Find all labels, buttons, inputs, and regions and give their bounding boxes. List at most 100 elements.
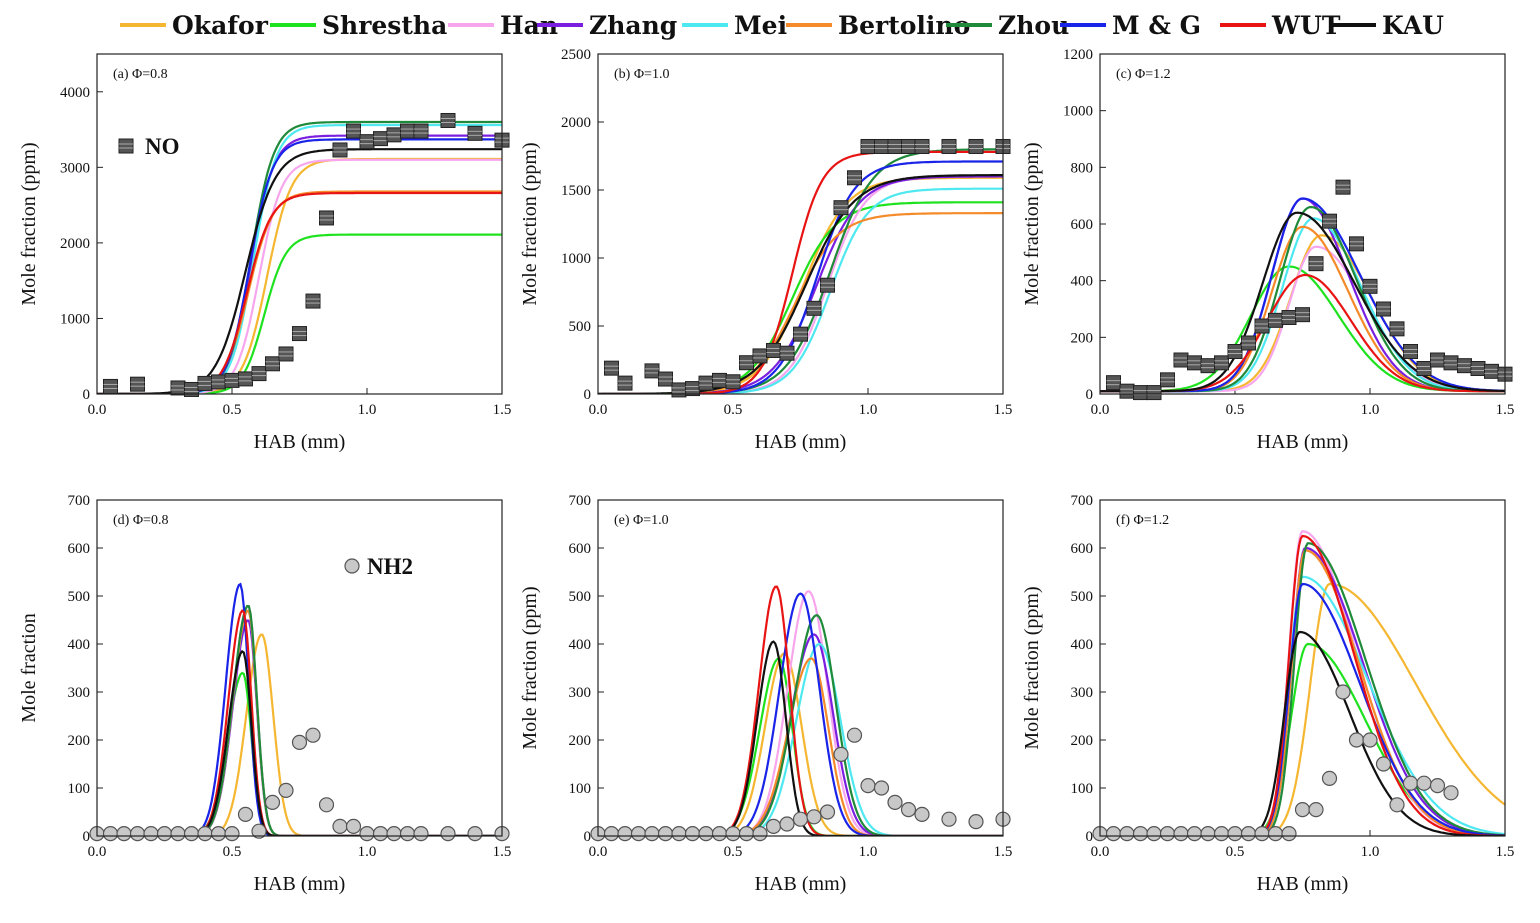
model-curve bbox=[598, 585, 1003, 836]
data-point bbox=[305, 293, 321, 309]
data-point bbox=[1362, 732, 1378, 748]
chart-panel: 0.0 0.5 1.0 1.5 0 200 400 600 800 1000 1200 HAB (mm… bbox=[1021, 47, 1514, 453]
x-axis-label: HAB (mm) bbox=[254, 431, 346, 453]
data-point bbox=[1295, 307, 1310, 323]
data-point bbox=[1146, 825, 1162, 842]
data-point bbox=[900, 801, 917, 818]
y-tick-label: 1200 bbox=[1063, 47, 1093, 63]
x-tick-label: 0.0 bbox=[1091, 844, 1110, 860]
data-point bbox=[1322, 213, 1337, 229]
data-point bbox=[318, 797, 335, 813]
y-tick-label: 2000 bbox=[60, 236, 90, 252]
data-point bbox=[1254, 318, 1270, 334]
y-axis-label: Mole fraction (ppm) bbox=[1021, 586, 1043, 749]
data-point bbox=[752, 348, 768, 364]
data-point bbox=[1308, 801, 1324, 818]
data-point bbox=[359, 134, 375, 150]
y-tick-label: 200 bbox=[68, 733, 91, 749]
y-tick-label: 0 bbox=[83, 829, 91, 845]
panel-label: (a) Φ=0.8 bbox=[113, 67, 168, 82]
panel-label: (f) Φ=1.2 bbox=[1116, 513, 1169, 528]
data-point bbox=[1294, 801, 1311, 818]
data-point bbox=[1308, 256, 1324, 272]
data-point bbox=[725, 825, 741, 842]
data-point bbox=[413, 123, 429, 139]
x-tick-label: 0.0 bbox=[589, 844, 608, 860]
y-tick-label: 300 bbox=[569, 685, 592, 701]
legend-swatch bbox=[448, 23, 494, 27]
y-tick-label: 100 bbox=[68, 781, 91, 797]
data-point bbox=[332, 142, 348, 158]
data-point bbox=[359, 825, 375, 842]
y-tick-label: 3000 bbox=[60, 160, 90, 176]
legend-label: Mei bbox=[734, 10, 788, 40]
y-tick-label: 600 bbox=[569, 541, 592, 557]
plot-frame bbox=[1099, 53, 1506, 395]
data-point bbox=[1376, 301, 1391, 317]
data-point bbox=[711, 825, 728, 842]
data-point bbox=[1268, 312, 1283, 328]
legend-item: Shrestha bbox=[270, 4, 447, 46]
data-point bbox=[779, 816, 795, 832]
y-tick-label: 200 bbox=[1071, 330, 1094, 346]
y-tick-label: 300 bbox=[68, 685, 91, 701]
data-point bbox=[1200, 825, 1216, 842]
legend-label: KAU bbox=[1382, 10, 1444, 40]
legend-swatch bbox=[682, 23, 728, 27]
data-point bbox=[156, 825, 173, 842]
species-label: NH2 bbox=[367, 554, 413, 579]
data-point bbox=[860, 777, 876, 794]
y-tick-label: 1500 bbox=[561, 183, 591, 199]
data-point bbox=[1416, 775, 1432, 791]
model-curve bbox=[598, 150, 1003, 394]
data-point bbox=[345, 818, 362, 835]
data-point bbox=[779, 345, 795, 361]
legend-item: WUT bbox=[1220, 4, 1340, 46]
data-point bbox=[1484, 363, 1499, 379]
model-curve bbox=[97, 148, 502, 394]
model-curve bbox=[598, 175, 1003, 394]
model-curve bbox=[97, 619, 502, 836]
plot-frame bbox=[1099, 499, 1506, 837]
chart-panel: 0.0 0.5 1.0 1.5 0 100 200 300 400 500 600 700 HAB (m… bbox=[18, 493, 511, 895]
model-curve bbox=[97, 582, 502, 836]
legend-swatch bbox=[1330, 23, 1376, 27]
data-point bbox=[400, 123, 415, 139]
chart-panel: 0.0 0.5 1.0 1.5 0 100 200 300 400 500 600 700 HAB (m… bbox=[519, 493, 1012, 895]
legend-label: Zhou bbox=[998, 10, 1070, 40]
y-tick-label: 400 bbox=[68, 637, 91, 653]
y-tick-label: 100 bbox=[569, 781, 592, 797]
data-point bbox=[1281, 825, 1297, 842]
x-axis-label: HAB (mm) bbox=[1257, 873, 1349, 895]
data-point bbox=[319, 210, 334, 226]
plot-frame bbox=[96, 53, 503, 395]
data-point bbox=[712, 372, 727, 388]
data-point bbox=[116, 825, 132, 842]
legend-swatch bbox=[786, 23, 832, 27]
data-point bbox=[251, 823, 267, 839]
y-axis-label: Mole fraction (ppm) bbox=[18, 142, 40, 305]
data-point bbox=[1443, 355, 1459, 371]
data-point bbox=[1375, 756, 1392, 772]
data-point bbox=[1389, 321, 1405, 337]
y-tick-label: 400 bbox=[1071, 274, 1094, 290]
data-point bbox=[658, 371, 673, 387]
y-tick-label: 500 bbox=[569, 589, 592, 605]
data-point bbox=[846, 727, 863, 743]
data-point bbox=[644, 363, 660, 379]
model-curve bbox=[97, 609, 502, 836]
legend-swatch bbox=[1060, 23, 1106, 27]
data-point bbox=[1349, 236, 1364, 252]
data-point bbox=[968, 813, 984, 830]
model-curve bbox=[97, 138, 502, 394]
legend-swatch bbox=[946, 23, 992, 27]
chart-panel: 0.0 0.5 1.0 1.5 0 1000 2000 3000 4000 HAB (mm) Mol… bbox=[18, 53, 511, 453]
y-tick-label: 400 bbox=[1071, 637, 1094, 653]
data-point bbox=[1416, 361, 1432, 376]
data-point bbox=[413, 825, 429, 842]
x-tick-label: 1.0 bbox=[859, 402, 878, 418]
data-point bbox=[604, 360, 619, 376]
x-tick-label: 0.5 bbox=[1226, 844, 1245, 860]
data-point bbox=[793, 326, 808, 342]
species-marker bbox=[344, 558, 360, 574]
